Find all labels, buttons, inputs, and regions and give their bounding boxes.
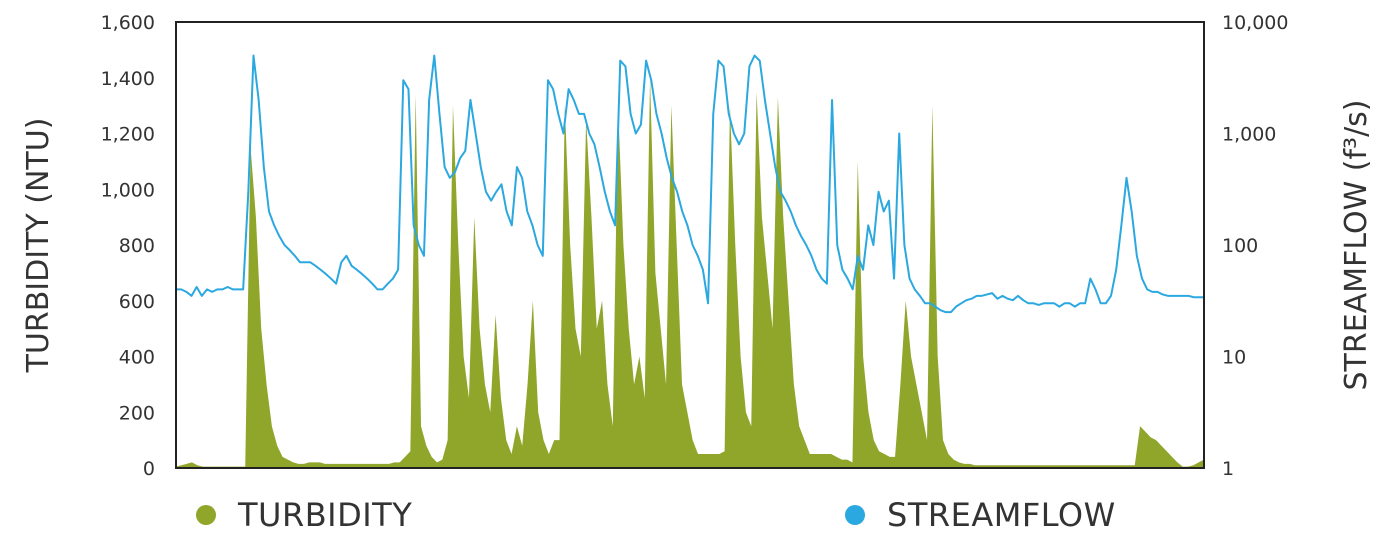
left-tick-label: 1,400: [101, 68, 155, 90]
left-tick-label: 400: [119, 347, 155, 369]
turbidity-legend-label: TURBIDITY: [238, 496, 413, 534]
legend-streamflow: STREAMFLOW: [845, 496, 1116, 534]
right-tick-label: 10: [1222, 347, 1246, 369]
right-tick-label: 10,000: [1222, 12, 1288, 34]
left-axis-ticks: 0 200 400 600 800 1,000 1,200 1,400 1,600: [101, 12, 155, 480]
legend-turbidity: TURBIDITY: [196, 496, 412, 534]
right-tick-label: 100: [1222, 235, 1258, 257]
right-axis-ticks: 1 10 100 1,000 10,000: [1222, 12, 1288, 480]
left-tick-label: 600: [119, 291, 155, 313]
streamflow-legend-marker: [845, 505, 865, 525]
streamflow-line: [176, 54, 1204, 314]
left-tick-label: 1,000: [101, 179, 155, 201]
right-tick-label: 1: [1222, 458, 1234, 480]
plot-frame: [175, 21, 1205, 469]
left-tick-label: 1,600: [101, 12, 155, 34]
streamflow-legend-label: STREAMFLOW: [887, 496, 1116, 534]
left-tick-label: 0: [143, 458, 155, 480]
right-tick-label: 1,000: [1222, 124, 1276, 146]
left-tick-label: 1,200: [101, 124, 155, 146]
left-axis-title: TURBIDITY (NTU): [21, 118, 56, 374]
turbidity-area: [176, 77, 1204, 468]
left-tick-label: 800: [119, 235, 155, 257]
streamflow-line-layer: [176, 54, 1204, 314]
right-axis-title: STREAMFLOW (f³/s): [1339, 99, 1374, 390]
left-tick-label: 200: [119, 402, 155, 424]
turbidity-legend-marker: [196, 505, 216, 525]
turbidity-area-layer: [176, 77, 1204, 468]
